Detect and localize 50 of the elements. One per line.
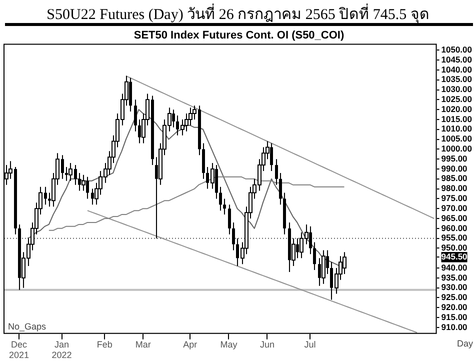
y-tick-label: 1040.00 (441, 64, 472, 74)
chart-subtitle: SET50 Index Futures Cont. OI (S50_COI) (134, 30, 344, 42)
y-tick-label: 970.00 (441, 202, 468, 213)
y-tick-label: 910.00 (441, 322, 468, 332)
text: Day (456, 338, 474, 348)
annotation: No_Gaps (8, 321, 47, 332)
y-tick-label: 930.00 (441, 282, 468, 292)
y-tick-label: 1045.00 (441, 54, 472, 64)
x-tick-label: Apr (183, 339, 198, 350)
y-tick-label: 1005.00 (441, 134, 472, 144)
y-tick-label: 985.00 (441, 173, 468, 184)
x-tick-label: Jul (304, 339, 316, 350)
y-tick-label: 915.00 (441, 312, 468, 322)
candlestick (275, 158, 278, 186)
y-tick-label: 950.00 (441, 242, 468, 253)
candlestick (313, 242, 316, 271)
x-tick-label: Jun (260, 339, 274, 350)
candlestick (228, 204, 231, 235)
y-tick-label: 1030.00 (441, 84, 472, 94)
y-tick-label: 1010.00 (441, 124, 472, 134)
x-tick-label: Jan 2022 (52, 339, 72, 360)
x-tick-label: Feb (96, 339, 112, 350)
candlestick (219, 186, 222, 212)
y-tick-label: 980.00 (441, 183, 468, 194)
y-tick-label: 990.00 (441, 163, 468, 174)
y-tick-label: 1050.00 (441, 44, 472, 54)
y-tick-label: 940.00 (441, 262, 468, 272)
candlestick (232, 222, 235, 251)
chart-title: S50U22 Futures (Day) วันที่ 26 กรกฎาคม 2565 ปิดที่ 745.5 จุด (46, 2, 430, 25)
y-tick-label: 1025.00 (441, 94, 472, 104)
y-tick-label: 1020.00 (441, 104, 472, 114)
x-tick-label: Dec 2021 (8, 339, 29, 360)
y-tick-label: 1035.00 (441, 74, 472, 84)
y-tick-label: 935.00 (441, 272, 468, 282)
y-tick-label: 925.00 (441, 292, 468, 302)
y-tick-label: 965.00 (441, 212, 468, 223)
x-tick-label: Mar (135, 339, 151, 350)
y-tick-label: 955.00 (441, 232, 468, 243)
y-tick-label: 1000.00 (441, 144, 472, 154)
y-tick-label: 995.00 (441, 153, 468, 164)
candlestick (279, 172, 282, 206)
candlestick (202, 142, 205, 180)
x-tick-label: May (220, 339, 238, 350)
y-tick-label: 920.00 (441, 302, 468, 312)
y-tick-label: 975.00 (441, 193, 468, 204)
y-tick-label: 960.00 (441, 222, 468, 233)
y-tick-label: 1015.00 (441, 114, 472, 124)
candlestick (134, 99, 137, 132)
candlestick (223, 198, 226, 216)
y-tick-label: 945.50 (441, 251, 468, 262)
